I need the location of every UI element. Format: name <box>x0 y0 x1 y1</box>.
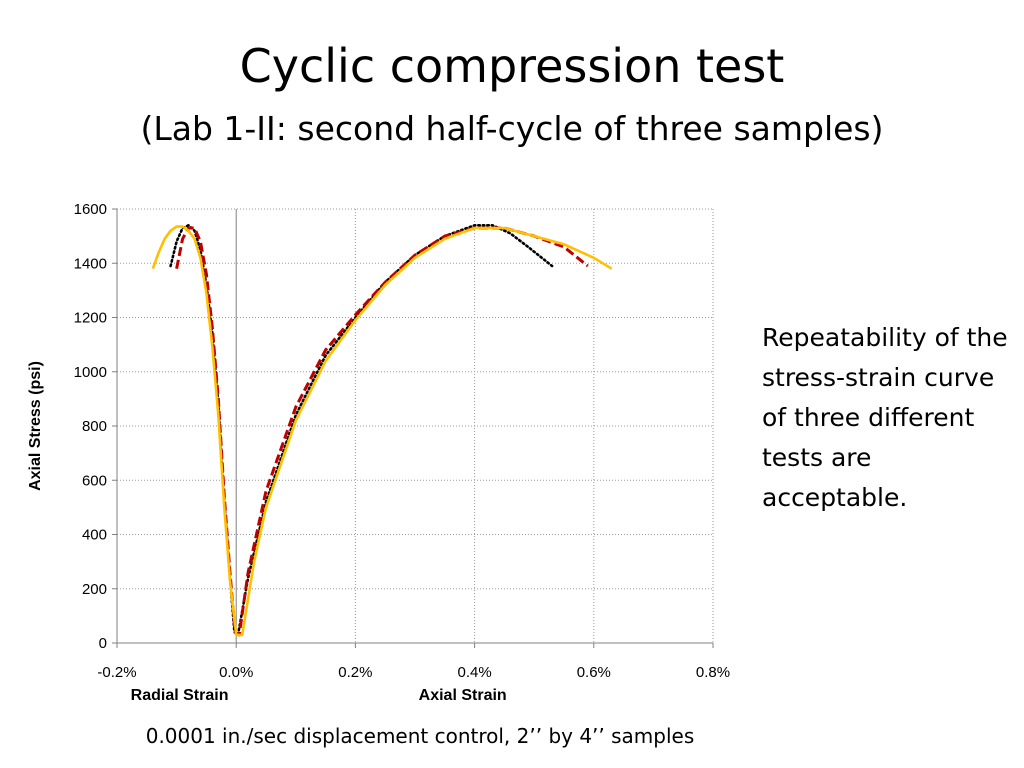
x-axis-label-radial: Radial Strain <box>131 687 229 704</box>
y-axis-label: Axial Stress (psi) <box>27 361 44 491</box>
y-tick-label: 800 <box>82 418 107 435</box>
y-tick-label: 0 <box>99 635 107 652</box>
y-tick-label: 400 <box>82 527 107 544</box>
test-conditions-caption: 0.0001 in./sec displacement control, 2’’… <box>145 724 695 748</box>
x-tick-label: 0.0% <box>219 664 253 681</box>
x-tick-label: 0.6% <box>577 664 611 681</box>
y-tick-label: 1200 <box>74 310 107 327</box>
y-tick-label: 1600 <box>74 201 107 218</box>
chart-series <box>151 224 613 637</box>
y-tick-label: 1000 <box>74 364 107 381</box>
repeatability-note: Repeatability of the stress-strain curve… <box>762 323 1008 512</box>
x-tick-label: 0.8% <box>696 664 730 681</box>
slide-subtitle: (Lab 1-II: second half-cycle of three sa… <box>140 109 884 148</box>
x-axis-label-axial: Axial Strain <box>419 687 507 704</box>
series-line-1 <box>169 224 554 637</box>
y-tick-label: 600 <box>82 472 107 489</box>
x-tick-label: 0.4% <box>457 664 491 681</box>
x-tick-label: 0.2% <box>338 664 372 681</box>
x-tick-label: -0.2% <box>97 664 136 681</box>
chart-axes <box>112 208 714 648</box>
chart-grid <box>117 208 714 643</box>
y-tick-label: 200 <box>82 581 107 598</box>
y-tick-label: 1400 <box>74 255 107 272</box>
chart-labels: 0 200 400 600 800 1000 1200 1400 1600 -0.2% 0.0% 0.… <box>27 201 730 704</box>
series-line-3 <box>151 225 613 637</box>
slide-title: Cyclic compression test <box>239 39 785 93</box>
